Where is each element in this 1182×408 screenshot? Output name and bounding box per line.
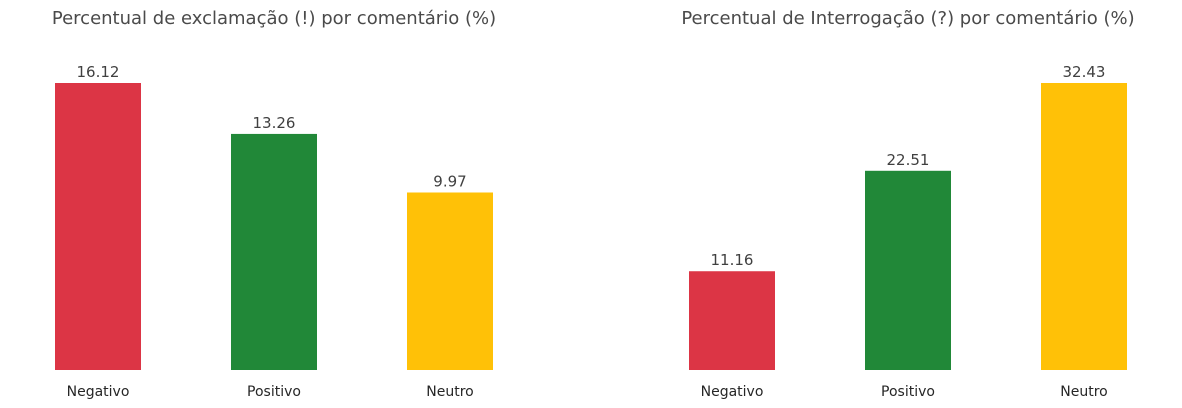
x-tick-label-positivo: Positivo xyxy=(247,384,301,400)
bar-positivo xyxy=(865,170,951,370)
chart-interrogation: Percentual de Interrogação (?) por comen… xyxy=(681,8,1134,400)
data-label-positivo: 22.51 xyxy=(887,151,930,169)
bar-negativo xyxy=(689,271,775,370)
chart-exclamation: Percentual de exclamação (!) por comentá… xyxy=(52,8,496,400)
data-label-neutro: 9.97 xyxy=(433,172,466,190)
bar-negativo xyxy=(55,83,141,370)
bar-neutro xyxy=(407,192,493,370)
data-label-neutro: 32.43 xyxy=(1063,63,1106,81)
bar-positivo xyxy=(231,133,317,370)
data-label-negativo: 16.12 xyxy=(77,63,120,81)
bar-neutro xyxy=(1041,83,1127,370)
x-tick-label-negativo: Negativo xyxy=(701,384,764,400)
data-label-negativo: 11.16 xyxy=(711,251,754,269)
x-tick-label-neutro: Neutro xyxy=(1060,384,1107,400)
data-label-positivo: 13.26 xyxy=(253,114,296,132)
x-tick-label-negativo: Negativo xyxy=(67,384,130,400)
x-tick-label-positivo: Positivo xyxy=(881,384,935,400)
chart-title: Percentual de Interrogação (?) por comen… xyxy=(681,8,1134,29)
x-tick-label-neutro: Neutro xyxy=(426,384,473,400)
chart-title: Percentual de exclamação (!) por comentá… xyxy=(52,8,496,29)
